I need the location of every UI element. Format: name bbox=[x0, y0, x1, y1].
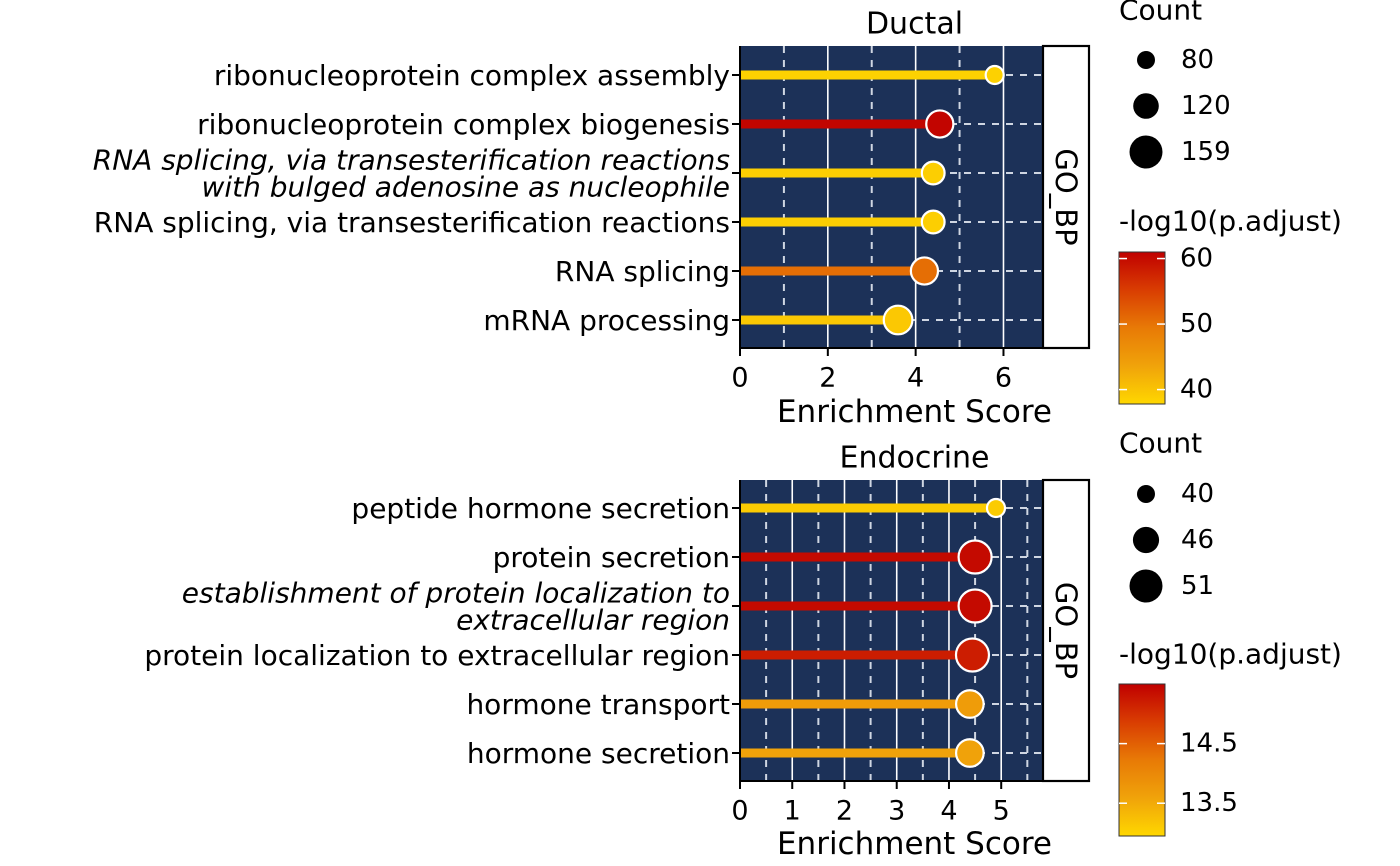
lollipop-point bbox=[957, 539, 993, 575]
lollipop-point bbox=[954, 689, 985, 719]
term-label: RNA splicing, via transesterification re… bbox=[94, 206, 730, 239]
term-label: protein localization to extracellular re… bbox=[144, 639, 730, 672]
colorbar bbox=[1118, 251, 1166, 405]
size-legend-key bbox=[1132, 526, 1160, 554]
term-label: RNA splicing bbox=[555, 255, 730, 288]
x-tick-label: 1 bbox=[784, 796, 801, 827]
size-legend-label: 120 bbox=[1181, 91, 1231, 121]
lollipop-point bbox=[920, 209, 946, 235]
term-label-line: peptide hormone secretion bbox=[351, 492, 730, 525]
facet-title: Ductal bbox=[866, 7, 963, 42]
term-label-line: extracellular region bbox=[456, 603, 730, 636]
panel-background bbox=[740, 46, 1043, 348]
size-legend-key bbox=[1137, 485, 1155, 503]
term-label: hormone transport bbox=[466, 688, 730, 721]
x-tick-label: 0 bbox=[731, 363, 748, 394]
x-tick-label: 4 bbox=[940, 796, 957, 827]
term-label: mRNA processing bbox=[483, 304, 730, 337]
term-label-line: RNA splicing, via transesterification re… bbox=[94, 206, 730, 239]
x-tick-label: 3 bbox=[888, 796, 905, 827]
colorbar bbox=[1118, 683, 1166, 837]
colorbar-label: 50 bbox=[1180, 309, 1213, 339]
lollipop-point bbox=[954, 637, 991, 673]
lollipop-point bbox=[954, 738, 985, 768]
colorbar-label: 14.5 bbox=[1180, 729, 1238, 759]
strip-box bbox=[1041, 44, 1091, 350]
size-legend-label: 80 bbox=[1181, 45, 1214, 75]
term-label-line: hormone secretion bbox=[467, 737, 730, 770]
lollipop-point bbox=[925, 109, 955, 139]
term-label: establishment of protein localization to… bbox=[182, 576, 730, 636]
size-legend-label: 40 bbox=[1181, 479, 1214, 509]
x-tick-label: 5 bbox=[993, 796, 1010, 827]
term-label-line: RNA splicing, via transesterification re… bbox=[93, 143, 730, 176]
x-tick-label: 4 bbox=[907, 363, 924, 394]
term-label: ribonucleoprotein complex assembly bbox=[214, 59, 730, 92]
strip-label: GO_BP bbox=[1049, 148, 1083, 245]
x-axis-title: Enrichment Score bbox=[777, 826, 1052, 862]
term-label-line: establishment of protein localization to bbox=[182, 576, 730, 609]
lollipop-point bbox=[957, 588, 993, 624]
lollipop-point bbox=[985, 497, 1007, 519]
term-label: RNA splicing, via transesterification re… bbox=[93, 143, 730, 203]
strip-box bbox=[1041, 478, 1091, 783]
x-tick-label: 0 bbox=[731, 796, 748, 827]
term-label-line: ribonucleoprotein complex biogenesis bbox=[197, 108, 730, 141]
term-label-line: hormone transport bbox=[466, 688, 730, 721]
term-label-line: with bulged adenosine as nucleophile bbox=[201, 170, 730, 203]
size-legend-key bbox=[1137, 51, 1155, 69]
x-tick-label: 6 bbox=[995, 363, 1012, 394]
size-legend-key bbox=[1129, 135, 1163, 169]
colorbar-label: 13.5 bbox=[1180, 788, 1238, 818]
x-tick-label: 2 bbox=[836, 796, 853, 827]
size-legend-key bbox=[1129, 569, 1163, 603]
lollipop-point bbox=[984, 64, 1005, 86]
term-label-line: protein localization to extracellular re… bbox=[144, 639, 730, 672]
color-legend-title: -log10(p.adjust) bbox=[1119, 205, 1342, 238]
x-axis-title: Enrichment Score bbox=[777, 394, 1052, 430]
panel-background bbox=[740, 480, 1043, 781]
term-label-line: mRNA processing bbox=[483, 304, 730, 337]
term-label: peptide hormone secretion bbox=[351, 492, 730, 525]
size-legend-title: Count bbox=[1119, 0, 1202, 27]
term-label: ribonucleoprotein complex biogenesis bbox=[197, 108, 730, 141]
term-label-line: ribonucleoprotein complex assembly bbox=[214, 59, 730, 92]
size-legend-key bbox=[1133, 93, 1159, 119]
lollipop-point bbox=[909, 256, 940, 286]
facet-1: GO_BP peptide hormone secretion protein se… bbox=[144, 427, 1342, 863]
term-label: protein secretion bbox=[493, 541, 730, 574]
term-label: hormone secretion bbox=[467, 737, 730, 770]
lollipop-point bbox=[882, 304, 914, 336]
facet-0: GO_BP ribonucleoprotein complex assembly r… bbox=[93, 0, 1342, 430]
lollipop-point bbox=[920, 160, 946, 186]
colorbar-label: 40 bbox=[1180, 375, 1213, 405]
term-label-line: RNA splicing bbox=[555, 255, 730, 288]
colorbar-label: 60 bbox=[1180, 244, 1213, 274]
color-legend-title: -log10(p.adjust) bbox=[1119, 638, 1342, 671]
strip-label: GO_BP bbox=[1049, 582, 1083, 679]
x-tick-label: 2 bbox=[819, 363, 836, 394]
facet-title: Endocrine bbox=[840, 441, 990, 476]
size-legend-label: 46 bbox=[1181, 525, 1214, 555]
size-legend-label: 51 bbox=[1181, 571, 1214, 601]
term-label-line: protein secretion bbox=[493, 541, 730, 574]
size-legend-title: Count bbox=[1119, 427, 1202, 460]
size-legend-label: 159 bbox=[1181, 137, 1231, 167]
